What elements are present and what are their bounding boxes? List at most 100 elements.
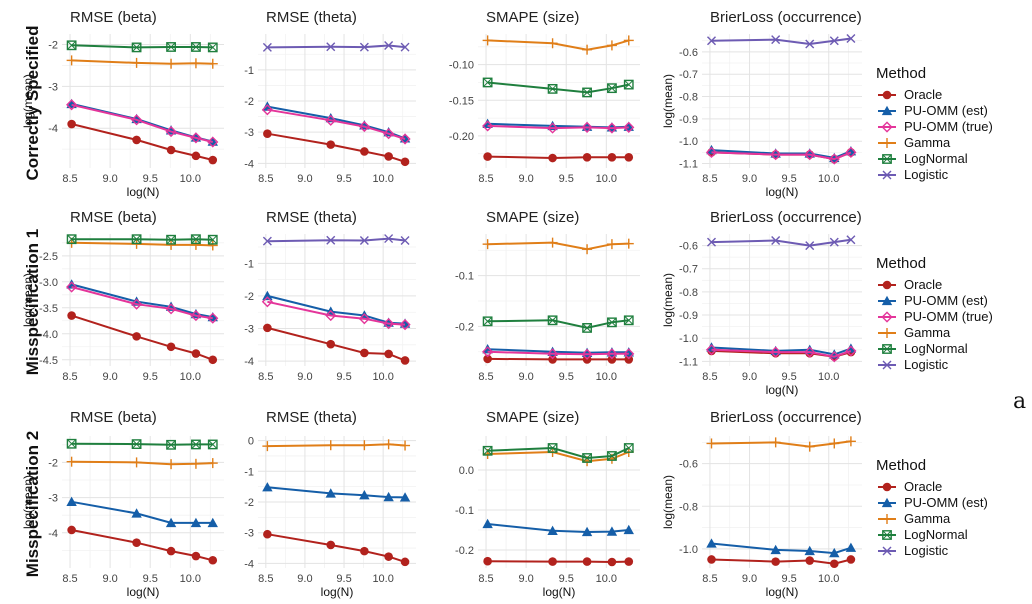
series-pu-omm-est (706, 538, 857, 558)
legend-marker (881, 121, 893, 133)
data-point (805, 556, 815, 565)
x-tick-label: 9.0 (297, 371, 312, 383)
y-tick-label: -1.0 (679, 333, 698, 345)
data-point (165, 125, 177, 138)
series-line (71, 500, 213, 524)
legend-marker (882, 280, 892, 290)
x-axis-label: log(N) (766, 585, 799, 599)
data-point (581, 526, 593, 537)
data-point (383, 491, 394, 502)
panel-title: BrierLoss (occurrence) (710, 9, 862, 26)
series-line (71, 103, 214, 143)
legend-entry: PU-OMM (true) (878, 309, 993, 324)
data-point (845, 345, 857, 357)
series-line (267, 44, 406, 49)
chart-panel: SMAPE (size) 8.5 9.0 9.5 10.0 -0.20 -0.15 -0.10 (449, 9, 640, 185)
data-point (325, 440, 336, 451)
legend-entry: PU-OMM (est) (878, 495, 988, 510)
data-point (261, 296, 273, 308)
data-point (623, 121, 635, 133)
x-tick-label: 9.0 (518, 573, 533, 585)
series-lognormal (482, 315, 634, 333)
data-point (400, 356, 410, 365)
data-point (607, 83, 617, 94)
minor-gridlines (62, 34, 224, 168)
minor-gridlines (62, 234, 224, 366)
data-point (581, 121, 593, 133)
data-point (384, 349, 393, 359)
data-point (607, 451, 617, 461)
data-point (207, 234, 218, 245)
data-point (845, 436, 856, 447)
chart-panel: BrierLoss (occurrence) 8.5 9.0 9.5 10.0 -1.1 -… (661, 9, 862, 199)
series-pu-omm-true (66, 99, 219, 148)
y-tick-label: -0.10 (449, 60, 474, 72)
legend-label: Gamma (904, 511, 951, 526)
data-point (399, 318, 411, 328)
data-point (384, 234, 394, 244)
data-point (325, 488, 336, 498)
y-tick-label: -0.20 (449, 131, 474, 143)
series-lognormal (66, 40, 218, 53)
x-axis-label: log(N) (321, 585, 354, 599)
series-line (711, 542, 852, 555)
x-tick-label: 10.0 (596, 573, 617, 585)
legend-marker (882, 530, 892, 540)
x-tick-label: 8.5 (702, 573, 717, 585)
data-point (67, 311, 76, 320)
data-point (482, 120, 494, 132)
x-tick-label: 10.0 (180, 173, 201, 185)
data-point (606, 40, 617, 51)
x-tick-label: 9.5 (143, 573, 158, 585)
x-tick-label: 10.0 (818, 173, 839, 185)
data-point (66, 55, 77, 66)
data-point (845, 542, 857, 552)
chart-panel: RMSE (theta) 8.5 9.0 9.5 10.0 -4 -3 -2 -1 (244, 209, 416, 383)
gridlines (702, 34, 862, 168)
data-point (263, 529, 272, 539)
legend-label: Logistic (904, 357, 949, 372)
series-gamma (706, 436, 856, 452)
series-line (267, 108, 406, 140)
data-point (706, 438, 717, 449)
series-lognormal (482, 443, 634, 463)
chart-row-2: Misspecification 1 RMSE (beta) 8.5 9.0 9.5 10… (21, 209, 993, 397)
data-point (207, 42, 218, 53)
x-tick-label: 9.0 (518, 371, 533, 383)
x-tick-label: 9.5 (781, 371, 796, 383)
x-axis-label: log(N) (766, 185, 799, 199)
panel-title: RMSE (beta) (70, 9, 157, 26)
data-point (623, 315, 634, 326)
data-point (771, 235, 781, 245)
data-point (190, 310, 202, 322)
data-point (190, 517, 202, 528)
x-tick-label: 8.5 (478, 173, 493, 185)
data-point (828, 153, 840, 165)
data-point (582, 244, 593, 255)
data-point (771, 35, 781, 45)
data-point (400, 157, 410, 167)
x-tick-label: 9.0 (518, 173, 533, 185)
x-tick-label: 9.5 (559, 371, 574, 383)
data-point (263, 323, 272, 333)
data-point (132, 538, 141, 547)
series-line (267, 294, 406, 325)
x-tick-label: 9.5 (559, 573, 574, 585)
data-point (482, 316, 493, 327)
y-axis-label: log(mean) (661, 475, 675, 529)
series-pu-omm-true (261, 296, 411, 331)
legend-entry: Oracle (878, 479, 942, 494)
data-point (359, 440, 370, 451)
series-oracle (67, 525, 218, 565)
data-point (483, 152, 492, 161)
data-point (325, 114, 337, 126)
x-tick-label: 8.5 (702, 173, 717, 185)
chart-panel: RMSE (theta) 8.5 9.0 9.5 10.0 -4 -3 -2 -1 0 log(N) (244, 409, 416, 599)
y-tick-label: 0 (248, 436, 254, 448)
series-oracle (67, 311, 218, 365)
x-tick-label: 10.0 (818, 371, 839, 383)
data-point (547, 38, 558, 49)
data-point (582, 153, 592, 162)
data-point (67, 525, 76, 535)
